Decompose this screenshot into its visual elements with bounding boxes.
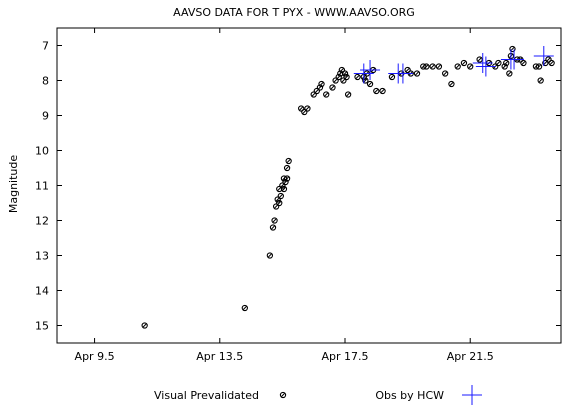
data-point-visual [272,203,280,210]
data-point-hcw [353,63,374,84]
data-point-visual [283,175,291,182]
data-point-visual [329,84,336,91]
data-point-hcw [504,49,525,70]
data-point-visual [298,105,305,112]
y-axis: 7 8 9 10 11 12 13 14 15 [35,40,561,333]
data-point-visual [460,59,468,67]
data-point-visual [271,217,278,224]
y-tick-label: 10 [35,145,49,158]
data-point-hcw [475,56,496,77]
y-tick-label: 14 [35,285,49,298]
x-tick-label: Apr 21.5 [447,350,494,363]
y-tick-label: 15 [35,320,49,333]
x-axis: Apr 9.5 Apr 13.5 Apr 17.5 Apr 21.5 [75,28,494,363]
data-point-visual [503,59,510,67]
legend-symbol-plus [462,385,482,405]
data-point-hcw [360,60,381,80]
x-tick-label: Apr 17.5 [321,350,368,363]
data-point-visual [442,70,449,77]
y-axis-label: Magnitude [7,155,20,214]
data-point-visual [520,59,527,67]
legend-label-obs-by-hcw: Obs by HCW [375,389,444,402]
data-point-hcw [533,46,554,66]
data-point-visual [344,91,352,98]
data-point-visual [277,192,284,200]
x-tick-label: Apr 9.5 [75,350,115,363]
y-tick-label: 12 [35,215,49,228]
data-point-visual [545,56,552,63]
data-point-visual [423,63,430,70]
chart-title: AAVSO DATA FOR T PYX - WWW.AAVSO.ORG [173,6,415,19]
data-point-visual [340,77,347,84]
data-point-hcw [472,53,493,73]
data-point-visual [341,70,349,77]
y-tick-label: 7 [42,40,49,53]
y-tick-label: 8 [42,75,49,88]
data-point-visual [285,157,292,165]
data-point-visual [318,80,325,88]
data-point-visual [495,59,502,67]
data-point-visual [274,196,281,203]
legend-marker-obs-by-hcw [462,385,482,405]
data-point-visual [280,185,288,193]
data-point-visual [506,70,513,77]
data-point-visual [548,59,555,67]
data-point-visual [429,63,436,70]
data-point-visual [388,73,396,81]
data-point-visual [343,73,350,81]
data-point-visual [310,91,317,98]
data-point-visual [141,322,148,329]
y-tick-label: 9 [42,110,49,123]
data-point-visual [241,304,248,312]
y-tick-label: 11 [35,180,49,193]
data-point-visual [301,108,308,116]
data-point-visual [304,105,311,112]
data-point-visual [448,80,455,88]
data-point-visual [535,63,543,70]
legend: Visual Prevalidated Obs by HCW [154,385,482,405]
y-tick-label: 13 [35,250,49,263]
data-point-visual [323,91,330,98]
data-point-visual [476,56,483,63]
data-point-visual [366,80,374,88]
data-point-visual [332,77,339,84]
data-point-visual [404,66,411,74]
data-point-visual [467,63,474,70]
data-point-visual [266,252,274,259]
series-obs-by-hcw [353,46,554,84]
legend-label-visual-prevalidated: Visual Prevalidated [154,389,259,402]
data-point-visual [313,87,320,95]
data-point-visual [269,224,277,231]
data-point-visual [279,182,286,189]
data-point-hcw [392,63,413,84]
legend-symbol-circle [279,391,287,399]
data-point-visual [283,164,291,172]
data-point-visual [435,63,443,70]
data-point-visual [354,73,361,81]
data-point-visual [373,87,380,95]
data-point-visual [537,77,544,84]
data-point-visual [338,66,346,74]
legend-marker-visual-prevalidated [279,391,287,399]
data-point-visual [276,199,283,207]
data-point-visual [379,87,386,95]
series-visual-prevalidated [141,45,555,329]
data-point-visual [413,70,421,77]
x-tick-label: Apr 13.5 [196,350,243,363]
data-point-visual [454,63,461,70]
